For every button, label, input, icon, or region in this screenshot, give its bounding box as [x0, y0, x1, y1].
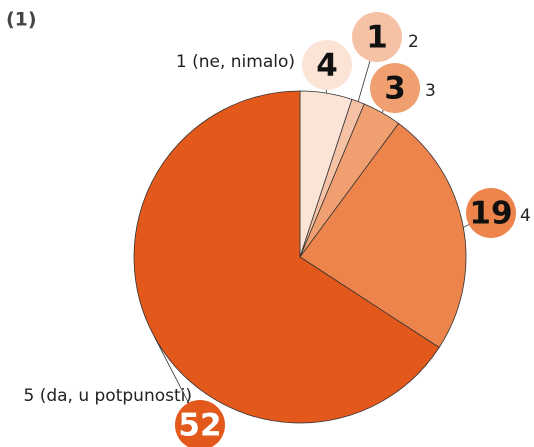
category-label: 4: [520, 206, 531, 226]
value-label: 3: [384, 71, 406, 107]
value-bubble: [302, 40, 352, 90]
value-bubble: [370, 63, 420, 113]
value-bubble: [352, 12, 402, 62]
value-label: 4: [316, 48, 338, 84]
category-label: 3: [425, 81, 436, 101]
value-bubble: [175, 400, 225, 447]
pie-slice: [299, 122, 467, 349]
category-label: 5 (da, u potpunosti): [23, 386, 192, 406]
value-label: 52: [178, 408, 221, 444]
category-label: 1 (ne, nimalo): [176, 52, 295, 72]
value-label: 1: [366, 20, 388, 56]
chart-title: (1): [6, 9, 37, 31]
pie-slice: [133, 90, 440, 424]
category-label: 2: [408, 32, 419, 52]
value-label: 19: [469, 196, 512, 232]
value-bubble: [466, 188, 516, 238]
